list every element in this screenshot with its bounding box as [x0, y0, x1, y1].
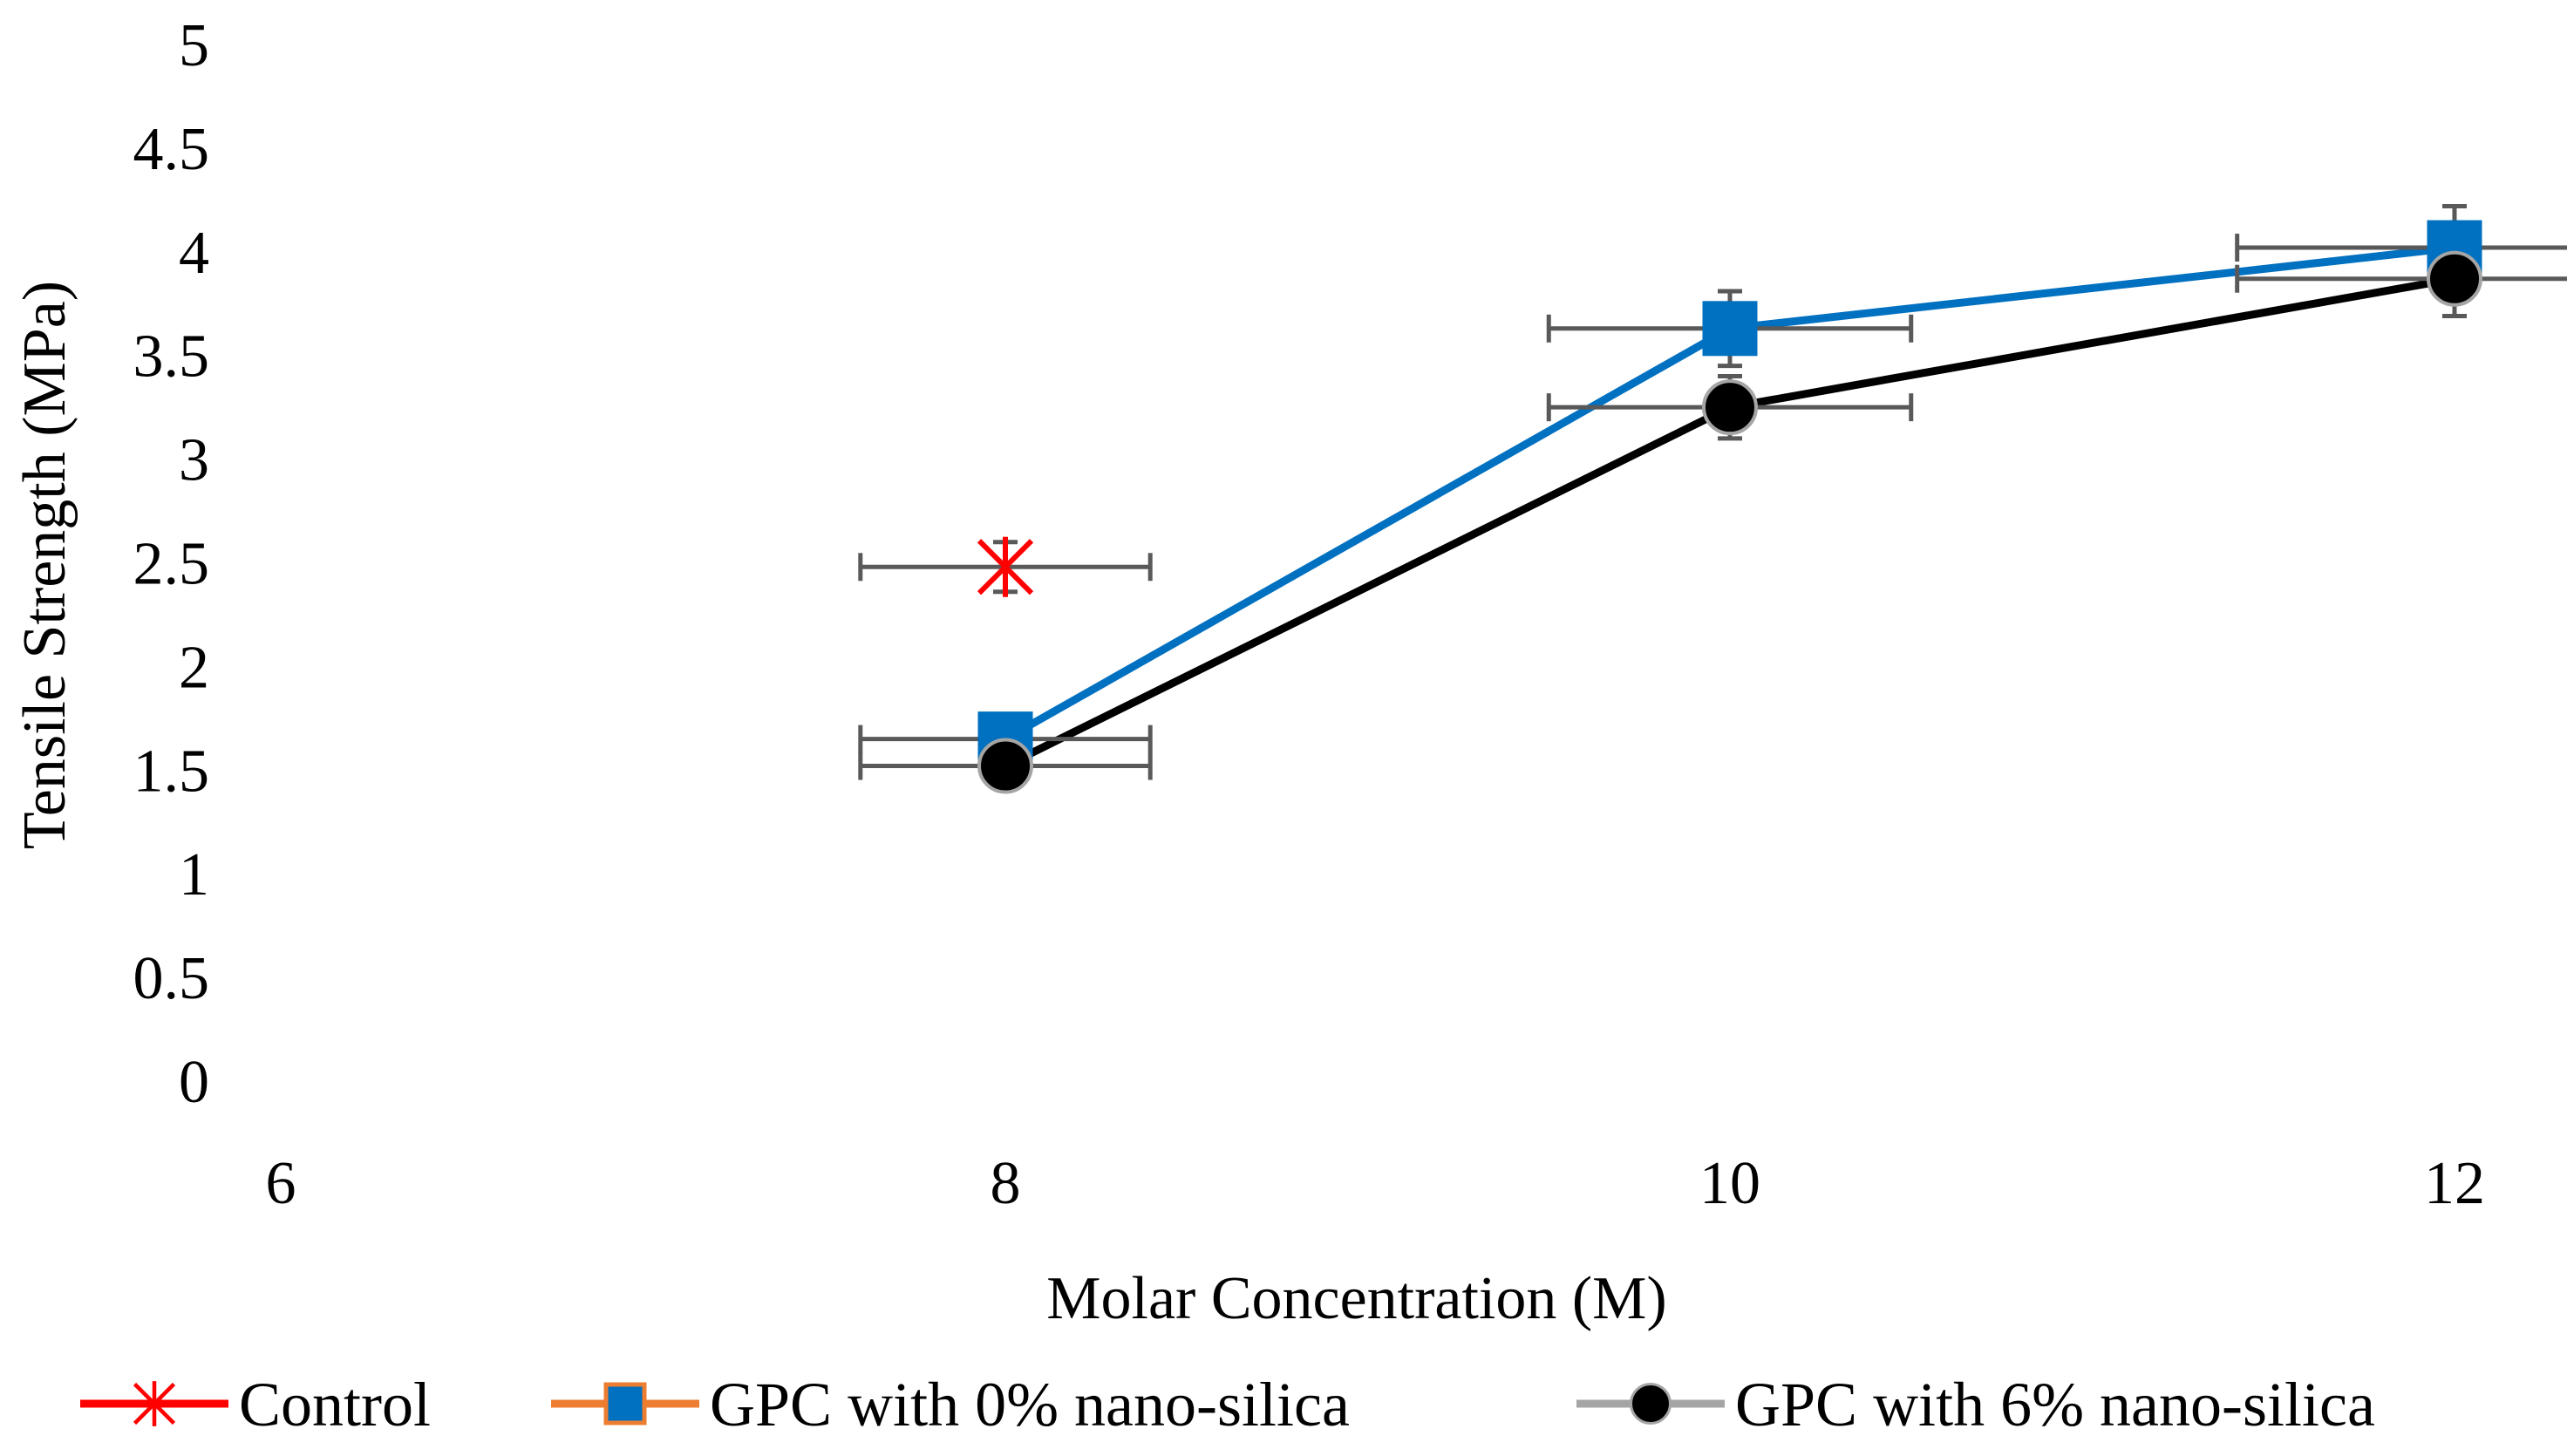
y-tick-labels: 0 0.5 1 1.5 2 2.5 3 3.5 4 4.5 5	[133, 12, 210, 1116]
x-tick-label: 6	[266, 1150, 296, 1217]
legend-item-1: Control	[80, 1370, 431, 1439]
legend-label: Control	[239, 1370, 431, 1439]
y-tick-label: 5	[179, 12, 209, 79]
legend-item-2: GPC with 0% nano-silica	[551, 1370, 1350, 1439]
x-tick-labels: 6 8 10 12	[266, 1150, 2486, 1217]
data-point-circle	[1702, 379, 1758, 436]
legend-label: GPC with 0% nano-silica	[710, 1370, 1350, 1439]
legend-marker-square	[603, 1382, 647, 1425]
data-point-circle	[977, 738, 1033, 794]
y-tick-label: 1	[179, 841, 209, 908]
x-tick-label: 10	[1699, 1150, 1760, 1217]
y-axis-label: Tensile Strength (MPa)	[11, 281, 78, 849]
y-tick-label: 2.5	[133, 531, 210, 598]
legend: Control GPC with 0% nano-silica GPC with 6…	[80, 1370, 2375, 1439]
x-axis-label: Molar Concentration (M)	[1046, 1265, 1666, 1332]
legend-marker-circle	[1630, 1383, 1672, 1425]
y-tick-label: 0.5	[133, 945, 210, 1012]
legend-marker-asterisk	[133, 1381, 176, 1426]
data-point-square	[1702, 301, 1758, 357]
y-tick-label: 2	[179, 634, 209, 701]
data-point-circle	[2427, 250, 2482, 307]
y-tick-label: 4.5	[133, 116, 210, 183]
y-tick-label: 3	[179, 427, 209, 494]
x-tick-label: 12	[2424, 1150, 2485, 1217]
y-tick-label: 4	[179, 220, 209, 287]
x-tick-label: 8	[991, 1150, 1021, 1217]
legend-label: GPC with 6% nano-silica	[1735, 1370, 2375, 1439]
data-point-asterisk	[977, 536, 1034, 597]
y-tick-label: 1.5	[133, 738, 210, 805]
y-tick-label: 0	[179, 1049, 209, 1116]
y-tick-label: 3.5	[133, 323, 210, 391]
error-bars	[858, 203, 2567, 786]
legend-item-3: GPC with 6% nano-silica	[1576, 1370, 2375, 1439]
data-markers	[977, 220, 2482, 794]
